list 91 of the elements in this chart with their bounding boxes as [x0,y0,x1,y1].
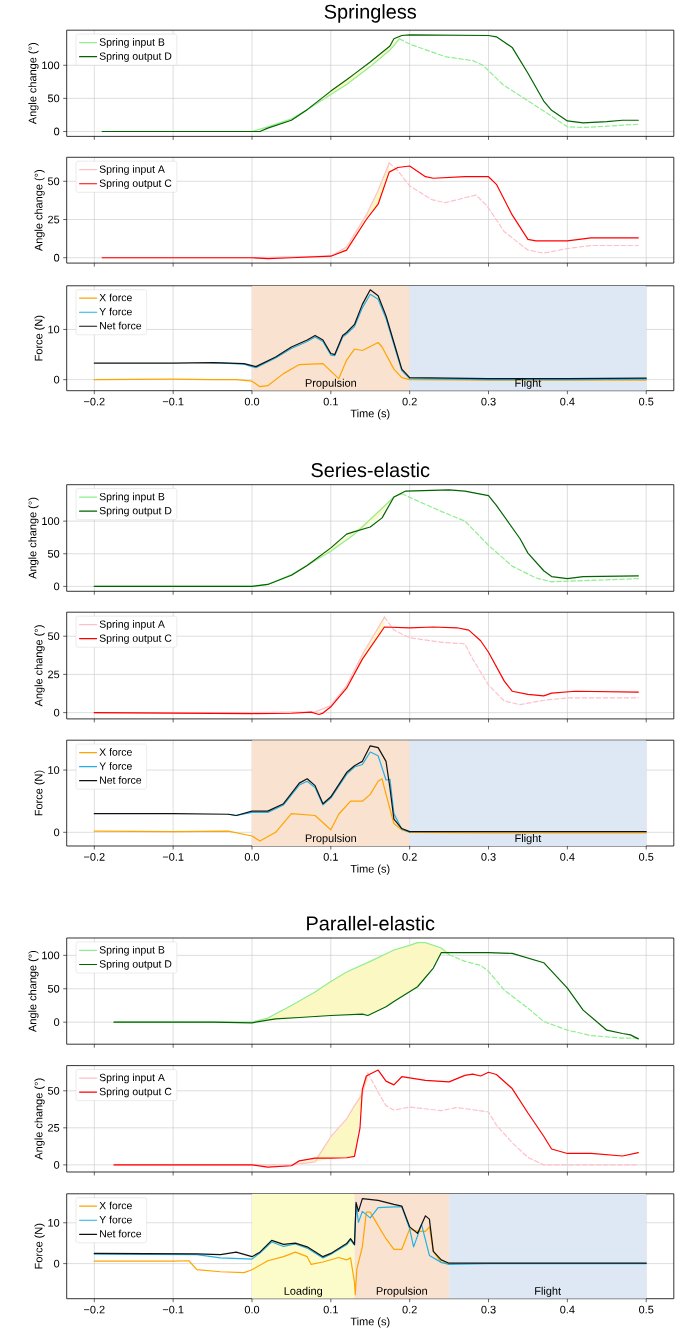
legend-label: X force [99,1201,132,1210]
x-tick-label: 0.4 [560,1305,575,1314]
y-tick-label: 0 [54,828,60,837]
x-tick-label: 0.1 [323,853,338,861]
y-axis-title: Angle change (°) [34,1078,45,1160]
x-tick-label: 0.3 [481,397,496,406]
y-tick-label: 0 [54,708,60,717]
y-tick-label: 0 [54,1018,60,1027]
legend-label: Spring output C [99,1087,172,1098]
y-tick-label: 50 [47,632,60,641]
y-tick-label: 100 [42,951,60,960]
y-axis-title: Angle change (°) [34,170,45,252]
x-axis-title: Time (s) [350,1317,390,1328]
x-tick-label: −0.2 [84,397,105,406]
band-label: Propulsion [305,378,356,389]
band-label: Flight [515,378,542,389]
legend-label: Net force [100,1229,142,1238]
chart-title: Springless [324,4,417,23]
legend-label: Spring input B [99,945,165,956]
x-axis-title: Time (s) [350,864,390,875]
y-axis-title: Angle change (°) [28,497,39,579]
legend-label: Spring input A [99,620,165,630]
x-tick-label: −0.1 [162,397,184,406]
y-tick-label: 50 [47,94,60,103]
legend-label: Spring output D [99,52,172,62]
x-tick-label: 0.2 [402,1305,417,1314]
legend-label: Spring output C [99,634,172,644]
x-tick-label: −0.1 [162,853,184,861]
y-tick-label: 50 [47,549,60,558]
legend-label: X force [99,748,132,756]
legend-label: Net force [100,776,142,784]
y-tick-label: 100 [42,61,60,70]
y-tick-label: 0 [54,127,60,136]
x-tick-label: −0.2 [84,1305,105,1314]
band-label: Propulsion [305,834,356,845]
y-tick-label: 10 [48,766,60,774]
y-tick-label: 0 [54,582,60,591]
chart-title: Parallel-elastic [307,915,435,931]
y-axis-title: Force (N) [34,770,45,816]
x-axis-title: Time (s) [350,409,390,420]
band-label: Propulsion [376,1286,427,1297]
legend-label: Spring input B [99,492,165,503]
y-tick-label: 25 [48,1123,60,1132]
legend-label: Net force [100,321,142,330]
x-tick-label: 0.3 [481,1305,496,1314]
y-tick-label: 10 [48,325,60,334]
x-tick-label: 0.5 [639,1305,654,1314]
y-tick-label: 0 [54,375,60,384]
x-tick-label: 0.0 [244,397,260,406]
x-tick-label: 0.2 [402,853,417,861]
legend-label: Spring input A [99,1073,165,1084]
band-label: Flight [535,1286,561,1297]
chart-title: Series-elastic [311,462,430,478]
y-tick-label: 0 [54,253,60,262]
y-tick-label: 0 [54,1259,60,1268]
x-tick-label: 0.5 [639,397,654,406]
legend-label: Y force [99,762,132,770]
x-tick-label: 0.3 [481,853,496,861]
x-tick-label: 0.5 [639,853,654,861]
legend-label: Spring output D [99,959,172,970]
x-tick-label: 0.1 [323,1305,338,1314]
y-tick-label: 25 [48,215,60,224]
y-tick-label: 10 [48,1218,60,1227]
legend-label: Spring input B [99,38,165,48]
y-axis-title: Angle change (°) [28,950,39,1032]
x-tick-label: 0.2 [402,397,417,406]
y-tick-label: 100 [42,517,60,525]
y-axis-title: Angle change (°) [28,43,39,125]
x-tick-label: 0.0 [244,853,260,861]
y-axis-title: Angle change (°) [34,625,45,707]
y-axis-title: Force (N) [34,1223,45,1269]
legend-label: Spring input A [99,165,165,175]
x-tick-label: 0.4 [560,397,575,406]
legend-label: Spring output C [99,179,172,189]
y-tick-label: 50 [47,984,60,993]
legend-label: Spring output D [99,506,172,517]
y-tick-label: 25 [48,670,60,679]
legend-label: X force [99,293,132,302]
x-tick-label: −0.1 [162,1305,184,1314]
y-tick-label: 0 [54,1161,60,1169]
y-axis-title: Force (N) [34,315,45,361]
x-tick-label: −0.2 [84,853,105,861]
y-tick-label: 50 [47,1086,60,1095]
x-tick-label: 0.4 [560,853,575,861]
legend-label: Y force [99,307,132,316]
x-tick-label: 0.1 [323,397,338,406]
band-label: Loading [284,1286,323,1297]
legend-label: Y force [99,1215,132,1224]
y-tick-label: 50 [47,177,60,186]
band-label: Flight [515,834,542,845]
x-tick-label: 0.0 [244,1305,260,1314]
